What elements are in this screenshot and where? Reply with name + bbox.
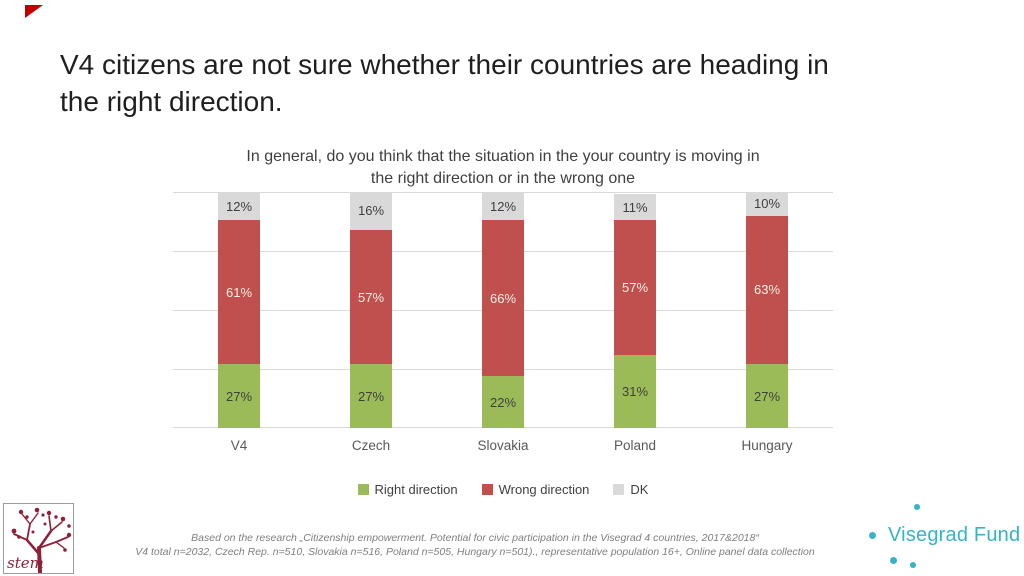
visegrad-fund-logo: Visegrad Fund (858, 494, 1024, 574)
plot-area: 27% 61% 12% 27% 57% 16% 22% 66% 12% 31% 57% 11% 27% 6… (173, 192, 833, 428)
segment-dk-czech: 16% (350, 192, 392, 230)
legend-label-wrong-direction: Wrong direction (498, 482, 590, 497)
legend-swatch-right-direction (357, 484, 369, 495)
data-label-wrong-direction-poland: 57% (621, 280, 649, 296)
visegrad-dot-bottom-right-icon (910, 562, 916, 568)
legend-item-right-direction: Right direction (357, 482, 458, 497)
legend-label-right-direction: Right direction (374, 482, 458, 497)
stem-logo: stem (3, 503, 74, 574)
data-label-right-direction-poland: 31% (621, 383, 649, 399)
segment-dk-v4: 12% (218, 192, 260, 221)
segment-right-direction-slovakia: 22% (482, 376, 524, 428)
segment-wrong-direction-poland: 57% (614, 220, 656, 355)
page-title-line-2: the right direction. (60, 86, 283, 117)
data-label-wrong-direction-czech: 57% (357, 289, 385, 305)
data-label-right-direction-hungary: 27% (753, 388, 781, 404)
category-label-poland: Poland (613, 438, 657, 453)
stem-tree-icon: stem (7, 507, 72, 574)
legend-swatch-wrong-direction (481, 484, 493, 495)
visegrad-logo-text: Visegrad Fund (888, 524, 1021, 546)
source-note: Based on the research „Citizenship empow… (0, 531, 950, 559)
legend-item-wrong-direction: Wrong direction (481, 482, 590, 497)
legend: Right direction Wrong direction DK (173, 482, 833, 497)
chart-title-line-2: the right direction or in the wrong one (370, 170, 636, 187)
visegrad-dot-top-icon (914, 504, 920, 510)
bar-czech: 27% 57% 16% (350, 192, 392, 428)
segment-right-direction-v4: 27% (218, 364, 260, 428)
segment-wrong-direction-slovakia: 66% (482, 220, 524, 377)
category-label-hungary: Hungary (741, 438, 793, 453)
segment-wrong-direction-v4: 61% (218, 220, 260, 365)
segment-right-direction-poland: 31% (614, 354, 656, 428)
data-label-dk-v4: 12% (225, 198, 253, 214)
data-label-dk-slovakia: 12% (489, 198, 517, 214)
segment-dk-slovakia: 12% (482, 192, 524, 221)
data-label-dk-poland: 11% (622, 199, 648, 215)
data-label-dk-hungary: 10% (753, 196, 781, 212)
data-label-right-direction-slovakia: 22% (489, 394, 517, 410)
segment-dk-poland: 11% (614, 194, 656, 221)
segment-dk-hungary: 10% (746, 192, 788, 216)
bar-v4: 27% 61% 12% (218, 192, 260, 428)
chart-title-line-1: In general, do you think that the situat… (246, 148, 760, 165)
stem-logo-text: stem (7, 554, 44, 572)
segment-wrong-direction-hungary: 63% (746, 215, 788, 365)
legend-label-dk: DK (630, 482, 649, 497)
chart-title: In general, do you think that the situat… (173, 146, 833, 190)
source-note-line-1: Based on the research „Citizenship empow… (191, 532, 759, 544)
page-title: V4 citizens are not sure whether their c… (60, 46, 829, 120)
bar-hungary: 27% 63% 10% (746, 192, 788, 428)
legend-item-dk: DK (613, 482, 648, 497)
data-label-wrong-direction-hungary: 63% (753, 282, 781, 298)
corner-accent-icon (25, 5, 43, 18)
bar-poland: 31% 57% 11% (614, 194, 656, 428)
segment-right-direction-czech: 27% (350, 364, 392, 428)
category-label-slovakia: Slovakia (477, 438, 529, 453)
data-label-dk-czech: 16% (357, 203, 385, 219)
visegrad-dot-bottom-left-icon (890, 557, 897, 564)
visegrad-dot-left-icon (869, 532, 876, 539)
category-label-czech: Czech (351, 438, 391, 453)
segment-right-direction-hungary: 27% (746, 364, 788, 428)
source-note-line-2: V4 total n=2032, Czech Rep. n=510, Slova… (135, 546, 815, 558)
data-label-right-direction-czech: 27% (357, 388, 385, 404)
category-label-v4: V4 (230, 438, 248, 453)
data-label-right-direction-v4: 27% (225, 388, 253, 404)
legend-swatch-dk (613, 484, 625, 495)
data-label-wrong-direction-v4: 61% (225, 284, 253, 300)
bar-slovakia: 22% 66% 12% (482, 192, 524, 428)
segment-wrong-direction-czech: 57% (350, 229, 392, 365)
page-title-line-1: V4 citizens are not sure whether their c… (60, 49, 829, 80)
data-label-wrong-direction-slovakia: 66% (489, 290, 517, 306)
